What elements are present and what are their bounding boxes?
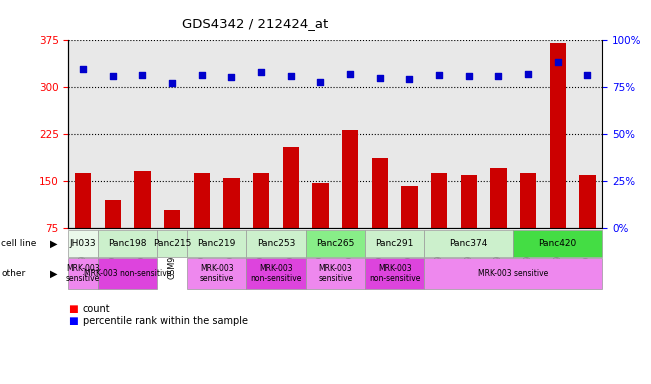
Bar bbox=[460, 175, 477, 276]
Bar bbox=[75, 173, 91, 276]
Bar bbox=[283, 147, 299, 276]
Bar bbox=[164, 210, 180, 276]
Point bbox=[523, 71, 533, 77]
Point bbox=[256, 69, 266, 75]
Text: Panc215: Panc215 bbox=[153, 239, 191, 248]
Point bbox=[582, 72, 592, 78]
Bar bbox=[105, 200, 121, 276]
Text: MRK-003 non-sensitive: MRK-003 non-sensitive bbox=[84, 269, 171, 278]
Text: Panc219: Panc219 bbox=[197, 239, 236, 248]
Text: cell line: cell line bbox=[1, 239, 36, 248]
Point bbox=[404, 76, 415, 82]
Bar bbox=[520, 173, 536, 276]
Point bbox=[167, 80, 177, 86]
Point bbox=[286, 73, 296, 79]
Text: Panc265: Panc265 bbox=[316, 239, 354, 248]
Text: ▶: ▶ bbox=[49, 238, 57, 248]
Text: MRK-003
sensitive: MRK-003 sensitive bbox=[66, 264, 100, 283]
Bar bbox=[401, 187, 417, 276]
Text: MRK-003
non-sensitive: MRK-003 non-sensitive bbox=[369, 264, 421, 283]
Text: other: other bbox=[1, 269, 25, 278]
Text: Panc198: Panc198 bbox=[109, 239, 147, 248]
Bar bbox=[579, 175, 596, 276]
Point bbox=[434, 72, 444, 78]
Point bbox=[197, 72, 207, 78]
Text: GDS4342 / 212424_at: GDS4342 / 212424_at bbox=[182, 17, 329, 30]
Text: ■: ■ bbox=[68, 304, 78, 314]
Bar bbox=[134, 171, 150, 276]
Text: MRK-003 sensitive: MRK-003 sensitive bbox=[478, 269, 548, 278]
Point bbox=[493, 73, 504, 79]
Bar bbox=[372, 157, 388, 276]
Text: Panc253: Panc253 bbox=[256, 239, 295, 248]
Text: MRK-003
sensitive: MRK-003 sensitive bbox=[318, 264, 352, 283]
Bar bbox=[549, 43, 566, 276]
Text: MRK-003
non-sensitive: MRK-003 non-sensitive bbox=[250, 264, 301, 283]
Text: MRK-003
sensitive: MRK-003 sensitive bbox=[199, 264, 234, 283]
Text: JH033: JH033 bbox=[70, 239, 96, 248]
Point bbox=[345, 71, 355, 77]
Text: Panc420: Panc420 bbox=[538, 239, 577, 248]
Text: count: count bbox=[83, 304, 110, 314]
Point bbox=[464, 73, 474, 79]
Point bbox=[107, 73, 118, 79]
Text: Panc291: Panc291 bbox=[376, 239, 414, 248]
Bar bbox=[312, 183, 329, 276]
Point bbox=[553, 59, 563, 65]
Text: ▶: ▶ bbox=[49, 268, 57, 278]
Bar bbox=[253, 173, 270, 276]
Text: ■: ■ bbox=[68, 316, 78, 326]
Point bbox=[227, 74, 237, 80]
Text: percentile rank within the sample: percentile rank within the sample bbox=[83, 316, 247, 326]
Text: Panc374: Panc374 bbox=[450, 239, 488, 248]
Bar bbox=[431, 173, 447, 276]
Point bbox=[78, 65, 89, 71]
Bar bbox=[490, 168, 506, 276]
Point bbox=[137, 72, 148, 78]
Point bbox=[374, 75, 385, 81]
Bar bbox=[193, 173, 210, 276]
Bar bbox=[342, 130, 358, 276]
Bar bbox=[223, 178, 240, 276]
Point bbox=[315, 79, 326, 85]
